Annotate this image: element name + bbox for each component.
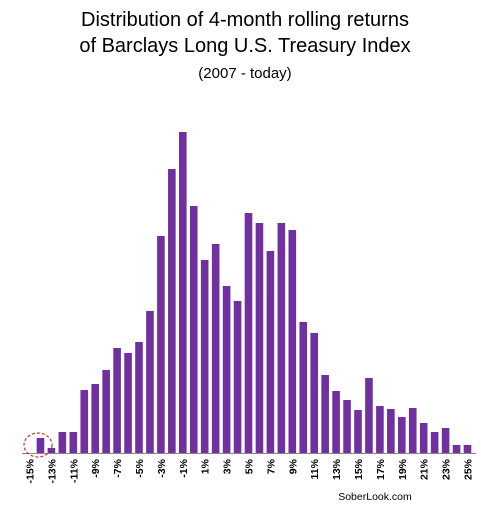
bar <box>36 438 45 453</box>
source: SoberLook.com <box>338 491 412 503</box>
highlight-circle <box>23 432 53 458</box>
bar <box>58 432 67 453</box>
bar <box>343 400 351 453</box>
x-tick-label: -13% <box>46 458 58 483</box>
x-tick-label: 3% <box>222 458 234 474</box>
x-tick-label: 13% <box>331 458 343 480</box>
x-tick-label: -15% <box>25 458 37 483</box>
bar <box>441 428 450 453</box>
bar <box>310 333 318 453</box>
bar <box>135 342 143 453</box>
bar <box>179 132 187 453</box>
bar <box>124 353 132 453</box>
x-tick-label: 1% <box>200 458 212 474</box>
bar <box>387 409 395 453</box>
bar <box>91 384 99 453</box>
bar <box>200 260 209 453</box>
bar <box>157 236 165 453</box>
x-tick-label: -11% <box>68 458 80 483</box>
x-tick-label: 21% <box>419 458 431 480</box>
bar <box>288 230 297 453</box>
chart-subtitle: (2007 - today) <box>198 65 291 82</box>
bar <box>398 417 406 453</box>
bar <box>299 322 308 453</box>
bar <box>376 406 384 453</box>
bar <box>321 375 329 453</box>
bar <box>244 213 253 453</box>
x-tick-label: -1% <box>178 458 190 477</box>
bar <box>102 370 110 453</box>
bar <box>365 378 373 453</box>
x-tick-label: 17% <box>375 458 387 480</box>
chart-title-line: of Barclays Long U.S. Treasury Index <box>79 35 410 57</box>
bar <box>233 301 242 453</box>
bar <box>80 390 89 453</box>
bar <box>69 432 78 453</box>
bar <box>113 348 121 453</box>
bar <box>408 408 417 453</box>
bar <box>222 286 231 453</box>
bar <box>332 391 340 453</box>
x-tick-label: 15% <box>353 458 365 480</box>
bar <box>266 251 275 453</box>
bar <box>146 311 154 453</box>
bar <box>47 448 56 453</box>
x-tick-label: 23% <box>441 458 453 480</box>
x-tick-label: 25% <box>463 458 475 480</box>
bar <box>189 206 198 453</box>
bar <box>463 445 472 453</box>
x-tick-label: 5% <box>244 458 256 474</box>
x-tick-label: -3% <box>156 458 168 477</box>
x-tick-label: 7% <box>265 458 277 474</box>
bar <box>277 223 286 453</box>
bar <box>354 410 362 453</box>
bar <box>419 423 428 453</box>
x-tick-label: 9% <box>287 458 299 474</box>
bar <box>211 244 220 453</box>
bar <box>452 445 461 453</box>
x-tick-label: 11% <box>309 458 321 479</box>
x-tick-label: 19% <box>397 458 409 480</box>
bar <box>168 169 176 453</box>
x-tick-label: -9% <box>90 458 102 477</box>
x-tick-label: -5% <box>134 458 146 477</box>
chart-title: Distribution of 4-month rolling returns <box>81 9 409 31</box>
bar <box>430 432 439 453</box>
bar <box>255 223 264 453</box>
x-tick-label: -7% <box>112 458 124 477</box>
